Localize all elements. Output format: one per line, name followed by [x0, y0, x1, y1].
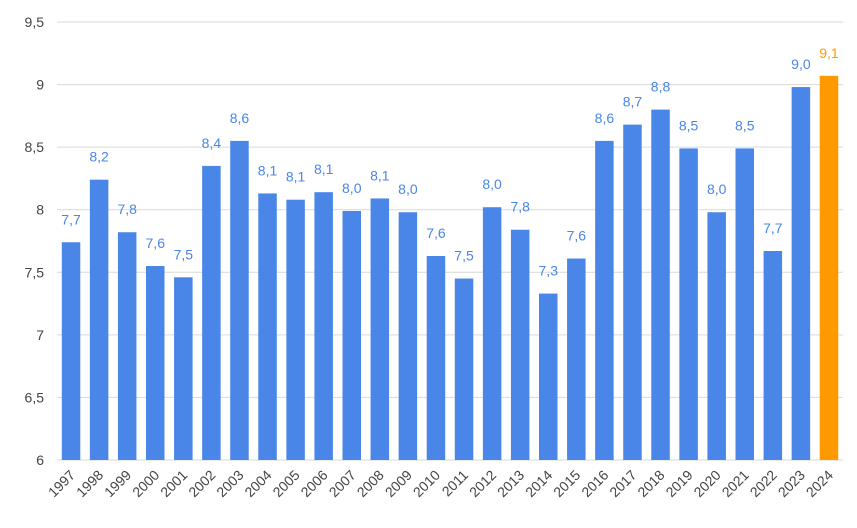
x-tick-label-2017: 2017: [606, 467, 639, 500]
x-tick-label-2022: 2022: [747, 467, 780, 500]
data-label-2015: 7,6: [567, 228, 587, 244]
bar-2011: [454, 278, 474, 460]
data-label-2012: 8,0: [482, 176, 502, 192]
data-label-2000: 7,6: [146, 235, 166, 251]
x-tick-label-2012: 2012: [466, 467, 499, 500]
bar-1999: [117, 232, 137, 460]
x-tick-label-2002: 2002: [185, 467, 218, 500]
x-tick-label-2007: 2007: [326, 467, 359, 500]
x-tick-label-2005: 2005: [269, 467, 302, 500]
y-tick-label: 8: [36, 202, 44, 218]
bar-2005: [286, 199, 305, 460]
x-tick-label-2015: 2015: [550, 467, 583, 500]
bars: [61, 75, 839, 461]
bar-2015: [567, 258, 586, 460]
x-tick-label-2004: 2004: [241, 467, 274, 500]
bar-2009: [398, 212, 418, 460]
bar-2020: [707, 212, 726, 460]
data-label-2011: 7,5: [454, 248, 474, 264]
bar-2013: [510, 229, 530, 460]
x-tick-label-2014: 2014: [522, 467, 555, 500]
data-label-2019: 8,5: [679, 117, 699, 133]
data-label-2002: 8,4: [202, 135, 222, 151]
x-tick-label-2011: 2011: [439, 467, 472, 500]
x-tick-label-1997: 1997: [45, 467, 78, 500]
bar-2014: [539, 293, 558, 460]
x-tick-label-2019: 2019: [662, 467, 695, 500]
bar-2023: [791, 87, 811, 461]
y-tick-label: 8,5: [25, 139, 45, 155]
data-label-2024: 9,1: [819, 45, 839, 61]
data-label-2016: 8,6: [595, 110, 615, 126]
x-tick-label-2020: 2020: [690, 467, 723, 500]
data-label-2014: 7,3: [539, 263, 559, 279]
x-tick-label-2016: 2016: [578, 467, 611, 500]
data-label-1999: 7,8: [117, 201, 137, 217]
bar-2001: [174, 277, 193, 460]
bar-2002: [202, 165, 221, 460]
bar-2024: [819, 75, 839, 460]
data-label-2009: 8,0: [398, 181, 418, 197]
bar-2022: [763, 251, 783, 460]
bar-1998: [89, 179, 109, 460]
data-label-2018: 8,8: [651, 79, 671, 95]
data-label-2001: 7,5: [174, 246, 194, 262]
bar-2019: [679, 148, 698, 460]
x-tick-label-1999: 1999: [101, 467, 134, 500]
x-tick-label-1998: 1998: [73, 467, 106, 500]
data-label-2010: 7,6: [426, 225, 446, 241]
data-label-2013: 7,8: [510, 199, 530, 215]
x-tick-label-2024: 2024: [803, 467, 836, 500]
data-label-2006: 8,1: [314, 161, 334, 177]
data-label-2017: 8,7: [623, 94, 643, 110]
bar-2018: [651, 109, 670, 460]
data-label-1998: 8,2: [89, 149, 109, 165]
y-axis-ticks: 6 6,5 7 7,5 8 8,5 9 9,5: [25, 14, 45, 468]
y-tick-label: 9,5: [25, 14, 45, 30]
data-label-2022: 7,7: [763, 220, 783, 236]
x-tick-label-2010: 2010: [410, 467, 443, 500]
x-tick-label-2006: 2006: [297, 467, 330, 500]
x-tick-label-2003: 2003: [213, 467, 246, 500]
x-axis-ticks: 1997199819992000200120022003200420052006…: [45, 467, 836, 500]
bar-2016: [595, 140, 614, 460]
bar-2021: [735, 148, 754, 460]
bar-2004: [258, 193, 277, 460]
y-tick-label: 7: [36, 327, 44, 343]
data-label-2020: 8,0: [707, 181, 727, 197]
data-label-2004: 8,1: [258, 162, 278, 178]
x-tick-label-2009: 2009: [382, 467, 415, 500]
data-label-2007: 8,0: [342, 180, 362, 196]
x-tick-label-2008: 2008: [354, 467, 387, 500]
data-label-2023: 9,0: [791, 56, 811, 72]
bar-2006: [314, 192, 333, 461]
y-tick-label: 6: [36, 452, 44, 468]
x-tick-label-2018: 2018: [634, 467, 667, 500]
bar-1997: [61, 242, 81, 460]
x-tick-label-2013: 2013: [494, 467, 527, 500]
bar-2012: [482, 207, 502, 460]
bar-2008: [370, 198, 390, 461]
data-label-2003: 8,6: [230, 110, 250, 126]
x-tick-label-2023: 2023: [775, 467, 808, 500]
x-tick-label-2021: 2021: [719, 467, 752, 500]
data-labels: 7,7 8,2 7,8 7,6 7,5 8,4 8,6 8,1 8,1 8,1 8,0 8,1 8,0 7…: [61, 45, 839, 279]
y-tick-label: 9: [36, 77, 44, 93]
x-tick-label-2000: 2000: [129, 467, 162, 500]
bar-2003: [230, 140, 249, 460]
data-label-2008: 8,1: [370, 167, 390, 183]
bar-2007: [342, 210, 361, 460]
y-tick-label: 6,5: [25, 389, 45, 405]
data-label-2021: 8,5: [735, 117, 755, 133]
bar-2010: [426, 256, 446, 460]
data-label-2005: 8,1: [286, 169, 306, 185]
data-label-1997: 7,7: [61, 211, 81, 227]
x-tick-label-2001: 2001: [157, 467, 190, 500]
bar-2000: [146, 266, 165, 460]
bar-2017: [623, 124, 642, 461]
y-tick-label: 7,5: [25, 264, 45, 280]
